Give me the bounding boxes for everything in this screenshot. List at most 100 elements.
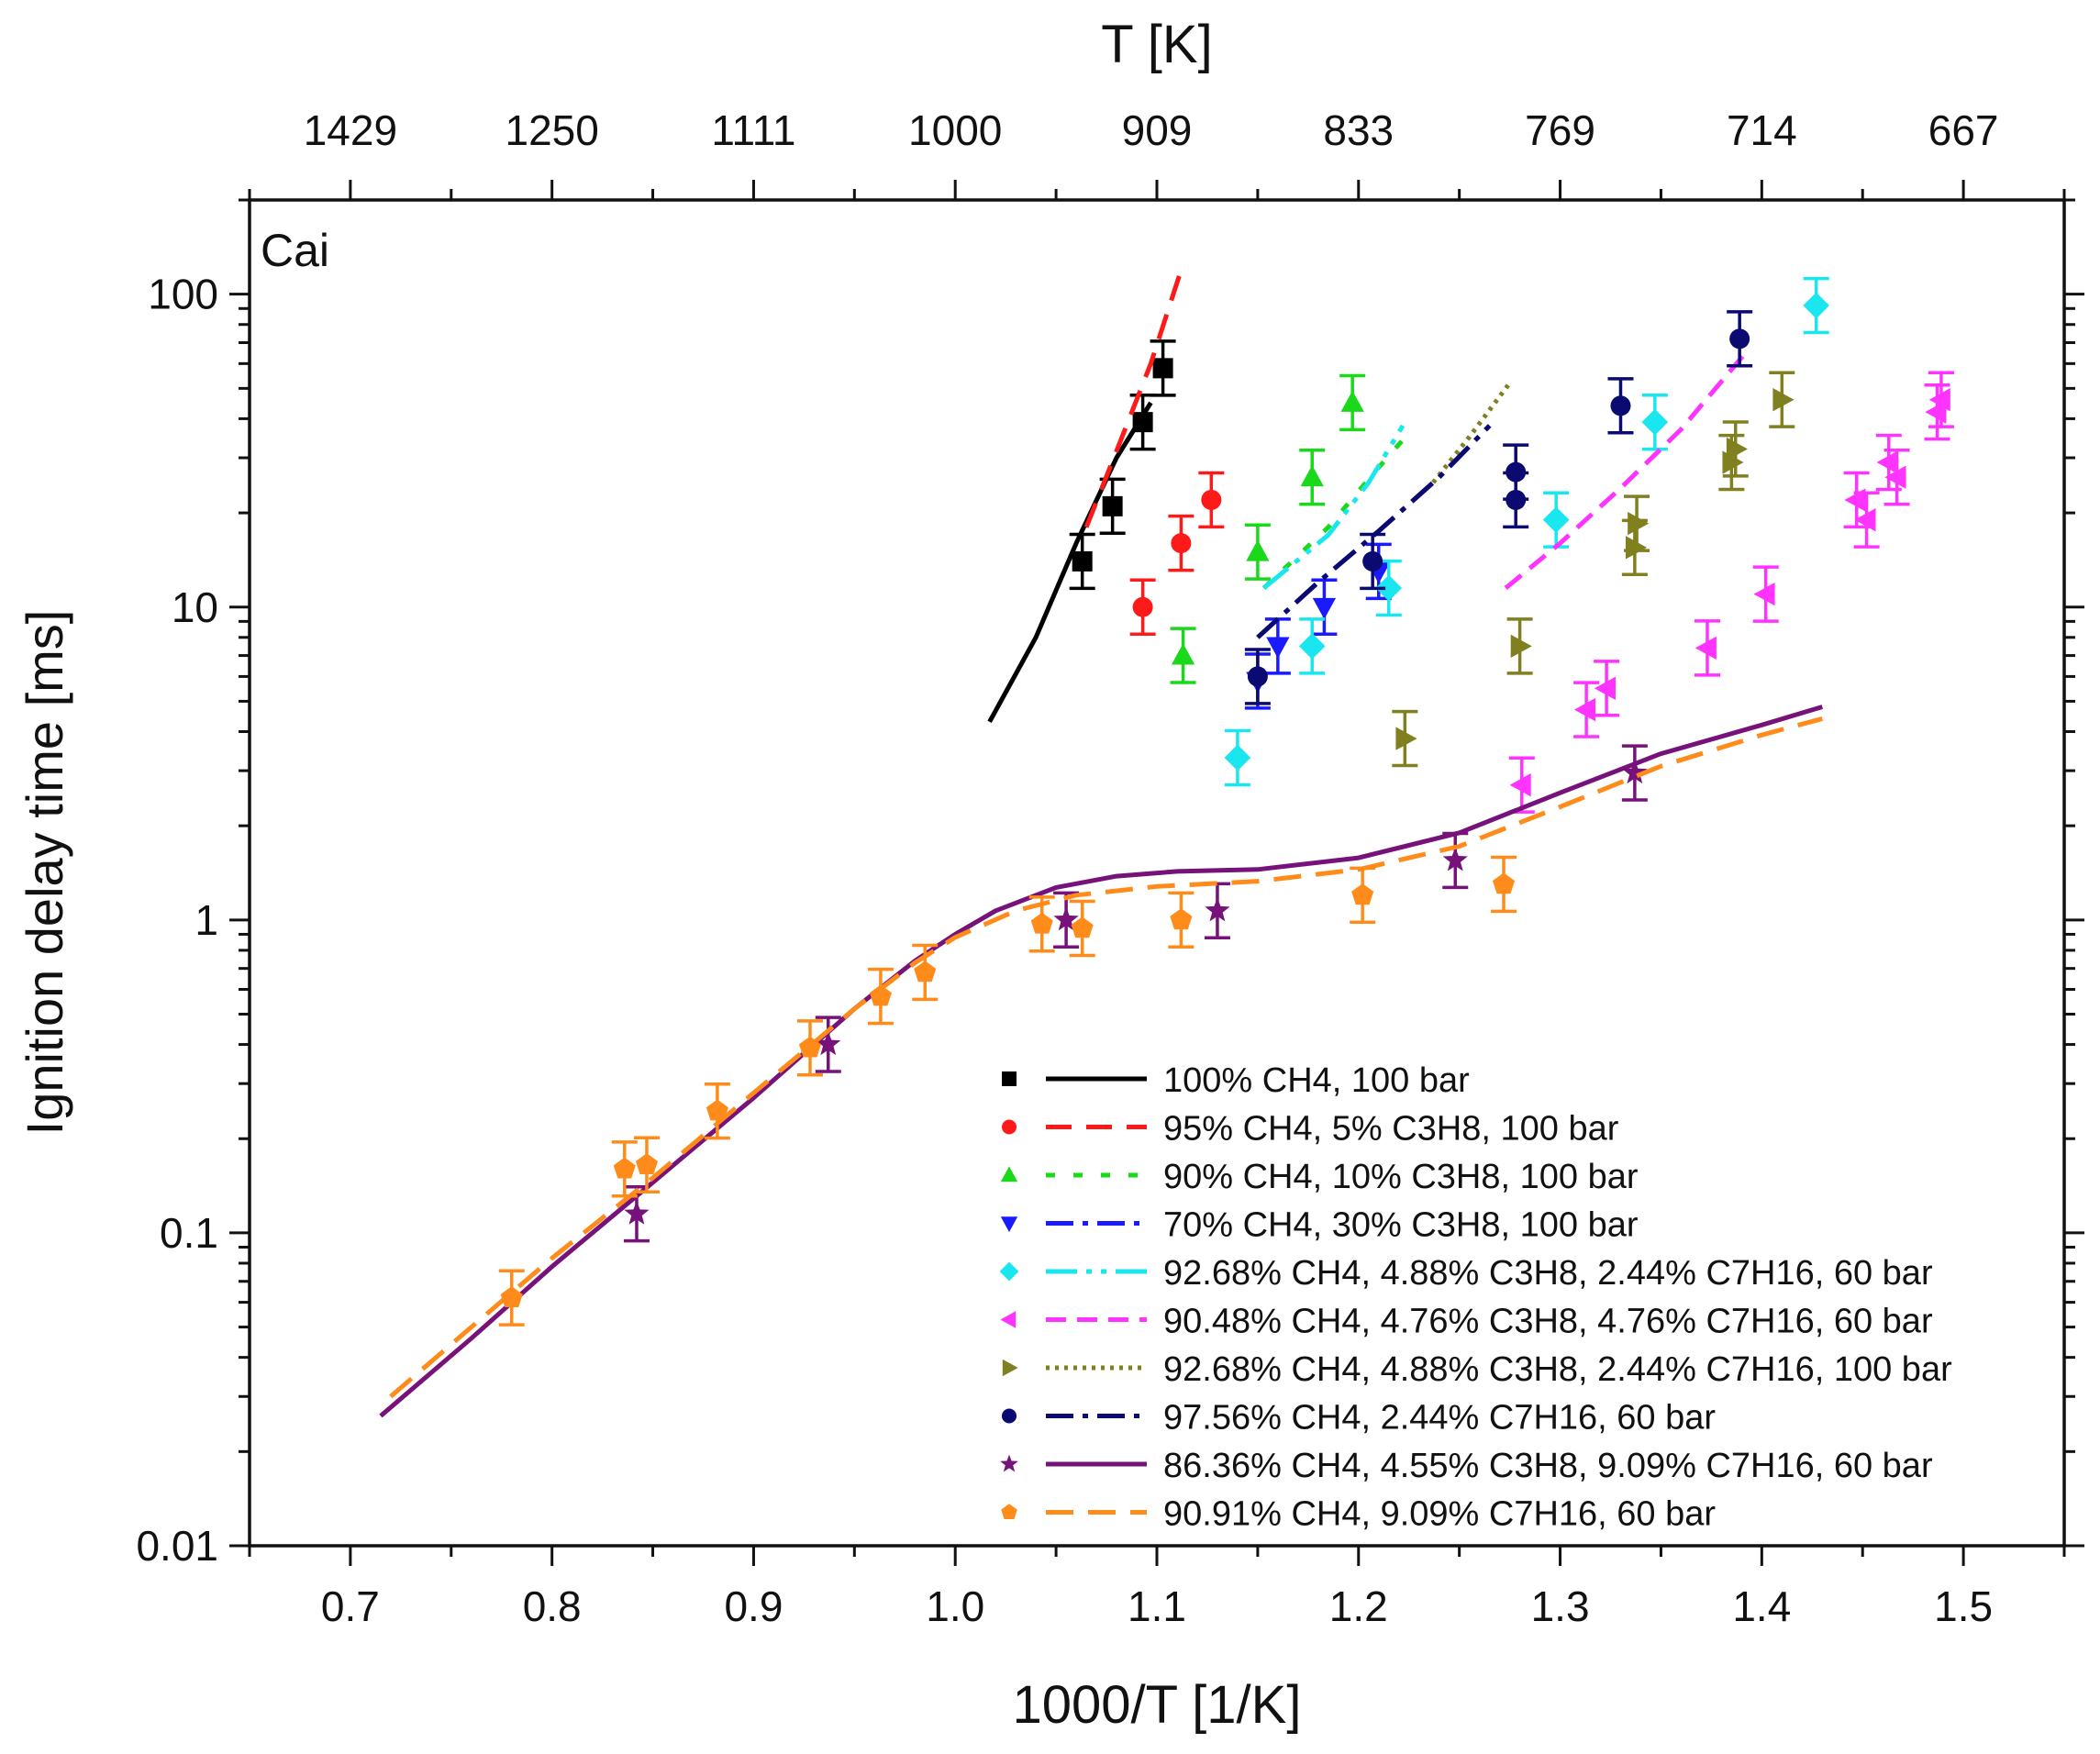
legend-entry: 92.68% CH4, 4.88% C3H8, 2.44% C7H16, 100…	[1002, 1350, 1952, 1389]
data-point	[1205, 897, 1230, 922]
data-point	[1170, 908, 1193, 930]
data-point	[1171, 643, 1195, 665]
x-axis-label: 1000/T [1/K]	[1013, 1675, 1302, 1735]
legend-entry: 86.36% CH4, 4.55% C3H8, 9.09% C7H16, 60 …	[1000, 1447, 1933, 1485]
y-tick-label: 0.1	[160, 1209, 218, 1257]
x-tick-label: 0.8	[523, 1582, 582, 1630]
data-point	[1053, 906, 1079, 931]
data-point	[1641, 408, 1669, 436]
data-point	[624, 1200, 650, 1225]
model-line	[1261, 424, 1406, 591]
series-2	[1083, 262, 1225, 636]
series-10	[389, 716, 1823, 1399]
model-line	[1504, 350, 1748, 591]
series-7	[1392, 371, 1795, 768]
y-tick-label: 1	[194, 896, 218, 944]
x-tick-label: 1.4	[1732, 1582, 1791, 1630]
legend-label: 92.68% CH4, 4.88% C3H8, 2.44% C7H16, 100…	[1163, 1350, 1952, 1389]
data-point	[1726, 437, 1748, 461]
series-5	[1224, 276, 1829, 787]
top-tick-label: 1250	[505, 106, 598, 154]
data-point	[1171, 533, 1192, 554]
data-point	[1102, 495, 1123, 516]
legend-label: 90% CH4, 10% C3H8, 100 bar	[1163, 1158, 1639, 1196]
series-8	[1244, 310, 1753, 705]
legend-entry: 90% CH4, 10% C3H8, 100 bar	[1000, 1158, 1639, 1196]
y-axis-label: Ignition delay time [ms]	[16, 610, 73, 1136]
data-point	[1753, 582, 1775, 606]
data-point	[1030, 912, 1053, 934]
top-tick-label: 667	[1928, 106, 1999, 154]
legend-entry: 90.91% CH4, 9.09% C7H16, 60 bar	[1001, 1495, 1716, 1534]
legend-label: 90.91% CH4, 9.09% C7H16, 60 bar	[1163, 1495, 1716, 1534]
legend-entry: 95% CH4, 5% C3H8, 100 bar	[1002, 1110, 1619, 1149]
data-point	[1803, 292, 1829, 319]
data-point	[1002, 1071, 1017, 1086]
data-point	[1622, 760, 1648, 784]
y-tick-label: 10	[172, 583, 218, 631]
data-point	[706, 1099, 728, 1121]
top-tick-label: 833	[1323, 106, 1394, 154]
data-point	[1375, 574, 1403, 602]
model-line	[389, 716, 1823, 1399]
data-point	[1246, 539, 1270, 561]
legend-entry: 97.56% CH4, 2.44% C7H16, 60 bar	[1002, 1399, 1716, 1438]
legend-entry: 70% CH4, 30% C3H8, 100 bar	[1000, 1206, 1639, 1245]
data-point	[1628, 511, 1650, 536]
series-3	[1170, 373, 1411, 684]
legend-label: 100% CH4, 100 bar	[1163, 1061, 1470, 1100]
x-tick-label: 1.1	[1128, 1582, 1186, 1630]
model-line	[1431, 382, 1512, 484]
legend-entry: 90.48% CH4, 4.76% C3H8, 4.76% C7H16, 60 …	[1000, 1303, 1933, 1341]
data-point	[1002, 1119, 1017, 1135]
data-point	[1000, 1454, 1018, 1472]
data-point	[914, 960, 937, 982]
data-point	[1224, 744, 1251, 772]
top-tick-label: 1429	[304, 106, 397, 154]
data-point	[1300, 465, 1324, 487]
data-point	[1152, 358, 1173, 379]
data-point	[1000, 1216, 1018, 1233]
data-point	[1854, 508, 1876, 532]
corner-label: Cai	[261, 225, 329, 276]
data-point	[500, 1286, 523, 1307]
legend-label: 92.68% CH4, 4.88% C3H8, 2.44% C7H16, 60 …	[1163, 1254, 1933, 1293]
x-tick-label: 1.5	[1934, 1582, 1993, 1630]
data-point	[1442, 847, 1468, 871]
data-point	[1132, 412, 1153, 433]
data-point	[999, 1261, 1019, 1282]
legend: 100% CH4, 100 bar 95% CH4, 5% C3H8, 100 b…	[999, 1061, 1952, 1534]
data-point	[1844, 488, 1866, 512]
data-point	[1594, 676, 1617, 700]
data-point	[1000, 1166, 1018, 1182]
data-point	[1247, 666, 1268, 687]
legend-label: 97.56% CH4, 2.44% C7H16, 60 bar	[1163, 1399, 1716, 1438]
legend-label: 90.48% CH4, 4.76% C3H8, 4.76% C7H16, 60 …	[1163, 1303, 1933, 1341]
data-point	[613, 1157, 636, 1179]
model-line	[1256, 424, 1492, 639]
legend-entry: 100% CH4, 100 bar	[1002, 1061, 1470, 1100]
data-point	[1395, 727, 1417, 750]
top-tick-label: 714	[1727, 106, 1797, 154]
data-point	[1000, 1311, 1017, 1328]
data-point	[1610, 395, 1631, 416]
data-point	[1001, 1504, 1017, 1519]
legend-entry: 92.68% CH4, 4.88% C3H8, 2.44% C7H16, 60 …	[999, 1254, 1933, 1293]
data-point	[1884, 465, 1906, 489]
data-point	[1071, 916, 1094, 938]
data-point	[1694, 636, 1717, 661]
top-tick-label: 1000	[908, 106, 1002, 154]
x-tick-label: 0.9	[724, 1582, 783, 1630]
data-point	[1506, 461, 1527, 483]
data-point	[1266, 637, 1290, 659]
data-point	[1876, 450, 1898, 474]
data-point	[635, 1153, 658, 1174]
data-point	[1928, 388, 1950, 412]
data-point	[816, 1031, 841, 1056]
data-point	[1072, 550, 1093, 572]
data-point	[1340, 390, 1364, 412]
top-tick-label: 769	[1525, 106, 1595, 154]
series-6	[1504, 350, 1954, 814]
data-point	[1362, 550, 1383, 572]
